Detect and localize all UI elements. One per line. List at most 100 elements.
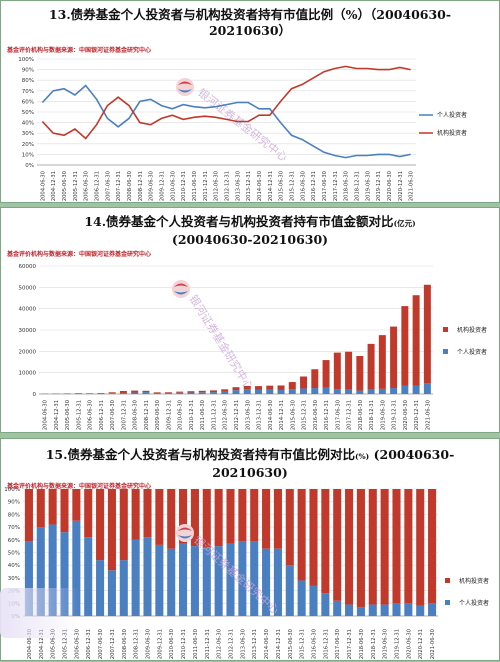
y-tick-label: 90% [22, 68, 34, 74]
bar-segment [404, 603, 412, 616]
bar-segment [286, 489, 294, 565]
x-tick-label: 2004-06-30 [40, 171, 46, 201]
y-tick-label: 50000 [19, 285, 37, 291]
bar-segment [333, 601, 341, 616]
y-tick-label: 60% [8, 538, 20, 544]
x-tick-label: 2006-12-31 [99, 400, 105, 430]
bar-segment [379, 335, 386, 389]
bar-segment [143, 537, 151, 616]
legend-label: 个人投资者 [459, 599, 489, 607]
bar-segment [97, 393, 104, 394]
x-tick-label: 2013-12-31 [246, 171, 252, 201]
x-tick-label: 2010-12-31 [189, 400, 195, 430]
bar-segment [187, 391, 194, 392]
legend-label: 个人投资者 [457, 348, 487, 356]
legend-label: 个人投资者 [437, 111, 467, 119]
bar-segment [108, 570, 116, 616]
y-tick-label: 30000 [19, 328, 37, 334]
x-tick-label: 2019-12-31 [392, 400, 398, 430]
bar-segment [176, 392, 183, 393]
legend-label: 机构投资者 [459, 577, 489, 585]
bar-segment [143, 489, 151, 537]
x-tick-label: 2013-06-30 [245, 400, 251, 430]
y-tick-label: 40000 [19, 307, 37, 313]
x-tick-label: 2006-06-30 [88, 400, 94, 430]
x-tick-label: 2008-06-30 [122, 629, 128, 659]
watermark-logo [176, 78, 194, 96]
y-tick-label: 50% [22, 110, 34, 116]
bar-segment [37, 489, 45, 527]
bar-segment [392, 489, 400, 603]
bar-segment [25, 489, 33, 541]
bar-segment [266, 390, 273, 394]
bar-segment [238, 489, 246, 541]
bar-segment [300, 388, 307, 394]
blurred-overlay [0, 588, 80, 638]
y-tick-label: 60000 [19, 264, 37, 270]
x-tick-label: 2012-06-30 [223, 400, 229, 430]
bar-segment [199, 391, 206, 392]
x-tick-label: 2012-12-31 [234, 400, 240, 430]
bar-segment [179, 544, 187, 616]
bar-segment [120, 391, 127, 393]
y-tick-label: 80% [8, 512, 20, 518]
bar-segment [120, 560, 128, 616]
bar-segment [108, 489, 116, 570]
bar-segment [368, 344, 375, 390]
chart-panel-amount-bars: 14.债券基金个人投资者与机构投资者持有市值金额对比(亿元) (20040630… [0, 207, 500, 433]
y-tick-label: 20% [22, 142, 34, 148]
bar-segment [120, 489, 128, 560]
x-tick-label: 2014-06-30 [257, 171, 263, 201]
bar-segment [404, 489, 412, 603]
bar-segment [142, 391, 149, 392]
bar-segment [84, 537, 92, 616]
bar-segment [262, 489, 270, 549]
x-tick-label: 2006-06-30 [84, 171, 90, 201]
bar-segment [131, 393, 138, 394]
x-tick-label: 2007-06-30 [105, 171, 111, 201]
bar-segment [345, 489, 353, 605]
x-tick-label: 2011-06-30 [200, 400, 206, 430]
x-tick-label: 2014-12-31 [276, 629, 282, 659]
bar-segment [428, 603, 436, 616]
bar-segment [255, 390, 262, 394]
bar-segment [266, 386, 273, 390]
bar-segment [72, 489, 80, 521]
bar-segment [60, 489, 68, 532]
y-tick-label: 10000 [19, 371, 37, 377]
bar-segment [311, 388, 318, 394]
bar-segment [187, 393, 194, 394]
bar-segment [321, 489, 329, 593]
y-tick-label: 20000 [19, 349, 37, 355]
x-tick-label: 2004-12-31 [54, 400, 60, 430]
legend-swatch [445, 600, 450, 605]
bar-segment [199, 392, 206, 394]
y-tick-label: 100% [18, 57, 34, 63]
x-tick-label: 2015-06-30 [288, 629, 294, 659]
x-tick-label: 2008-12-31 [138, 171, 144, 201]
x-tick-label: 2015-06-30 [290, 400, 296, 430]
x-tick-label: 2016-06-30 [312, 629, 318, 659]
bar-segment [321, 593, 329, 616]
bar-segment [109, 392, 116, 393]
x-tick-label: 2009-06-30 [149, 171, 155, 201]
bar-segment [401, 386, 408, 394]
x-tick-label: 2011-12-31 [211, 400, 217, 430]
y-tick-label: 30% [22, 131, 34, 137]
x-tick-label: 2008-12-31 [144, 400, 150, 430]
y-tick-label: 0% [25, 163, 34, 169]
x-tick-label: 2008-06-30 [127, 171, 133, 201]
x-tick-label: 2014-06-30 [268, 400, 274, 430]
bar-segment [390, 388, 397, 394]
bar-segment [165, 392, 172, 393]
x-tick-label: 2018-06-30 [359, 629, 365, 659]
x-tick-label: 2018-12-31 [369, 400, 375, 430]
x-tick-label: 2009-12-31 [160, 171, 166, 201]
x-tick-label: 2016-12-31 [323, 629, 329, 659]
chart-panel-ratio-line: 13.债券基金个人投资者与机构投资者持有市值比例（%）（20040630- 20… [0, 0, 500, 203]
bar-segment [309, 586, 317, 616]
bar-segment [215, 489, 223, 546]
bar-segment [369, 489, 377, 605]
x-tick-label: 2013-06-30 [240, 629, 246, 659]
bar-segment [424, 383, 431, 394]
